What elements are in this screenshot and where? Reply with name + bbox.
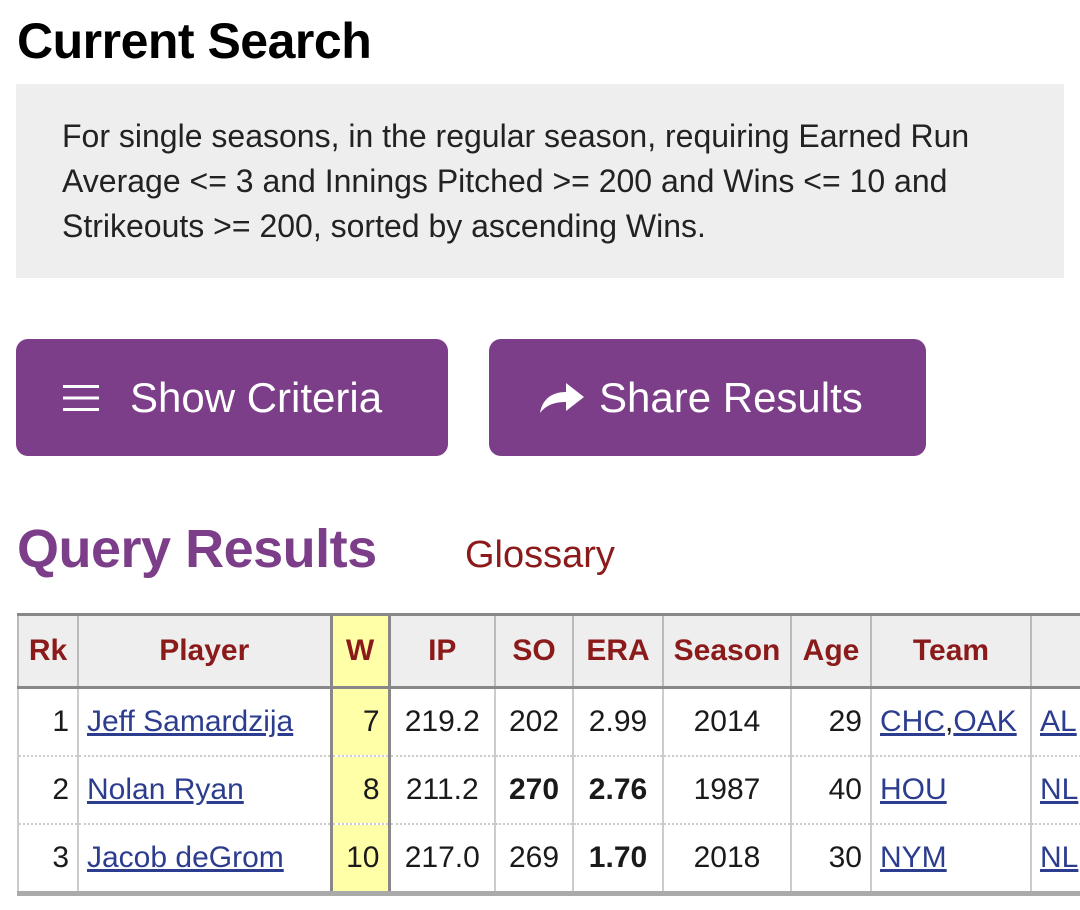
player-link[interactable]: Jeff Samardzija xyxy=(87,705,294,738)
glossary-link[interactable]: Glossary xyxy=(465,534,615,576)
cell-strikeouts: 269 xyxy=(494,824,574,896)
league-link[interactable]: NL xyxy=(1040,841,1079,874)
results-table: Rk Player W IP SO ERA Season Age Team 1 … xyxy=(17,613,1080,896)
column-header-team[interactable]: Team xyxy=(870,613,1032,689)
cell-season: 2014 xyxy=(662,687,792,757)
cell-league: NL xyxy=(1030,824,1080,896)
cell-league: NL xyxy=(1030,756,1080,825)
team-link[interactable]: OAK xyxy=(953,705,1017,738)
cell-strikeouts: 270 xyxy=(494,756,574,825)
cell-team: CHC,OAK xyxy=(870,687,1032,757)
column-header-age[interactable]: Age xyxy=(790,613,872,689)
column-header-so[interactable]: SO xyxy=(494,613,574,689)
table-header-row: Rk Player W IP SO ERA Season Age Team xyxy=(17,613,1080,689)
cell-innings: 217.0 xyxy=(388,824,496,896)
cell-player: Nolan Ryan xyxy=(77,756,332,825)
share-arrow-icon xyxy=(537,381,587,415)
criteria-summary-text: For single seasons, in the regular seaso… xyxy=(62,118,970,244)
column-header-player[interactable]: Player xyxy=(77,613,332,689)
team-link[interactable]: CHC xyxy=(880,705,945,738)
column-header-lg[interactable] xyxy=(1030,613,1080,689)
league-link[interactable]: NL xyxy=(1040,773,1079,806)
show-criteria-button[interactable]: Show Criteria xyxy=(16,339,448,456)
column-header-season[interactable]: Season xyxy=(662,613,792,689)
cell-age: 30 xyxy=(790,824,872,896)
cell-team: NYM xyxy=(870,824,1032,896)
show-criteria-label: Show Criteria xyxy=(130,373,383,421)
cell-innings: 211.2 xyxy=(388,756,496,825)
share-results-button[interactable]: Share Results xyxy=(489,339,926,456)
cell-player: Jeff Samardzija xyxy=(77,687,332,757)
column-header-w[interactable]: W xyxy=(329,613,391,689)
cell-age: 40 xyxy=(790,756,872,825)
cell-strikeouts: 202 xyxy=(494,687,574,757)
cell-player: Jacob deGrom xyxy=(77,824,332,896)
column-header-ip[interactable]: IP xyxy=(388,613,496,689)
cell-wins: 10 xyxy=(329,824,391,896)
cell-rank: 2 xyxy=(17,756,79,825)
player-link[interactable]: Nolan Ryan xyxy=(87,773,244,806)
table-row: 1 Jeff Samardzija 7 219.2 202 2.99 2014 … xyxy=(17,687,1080,757)
query-results-heading: Query Results xyxy=(17,519,377,579)
current-search-title: Current Search xyxy=(17,13,372,69)
league-link[interactable]: AL xyxy=(1040,705,1077,738)
cell-team: HOU xyxy=(870,756,1032,825)
cell-season: 1987 xyxy=(662,756,792,825)
team-separator: , xyxy=(945,705,954,738)
column-header-rk[interactable]: Rk xyxy=(17,613,79,689)
cell-era: 2.99 xyxy=(572,687,664,757)
cell-age: 29 xyxy=(790,687,872,757)
table-row: 3 Jacob deGrom 10 217.0 269 1.70 2018 30… xyxy=(17,824,1080,896)
cell-innings: 219.2 xyxy=(388,687,496,757)
team-link[interactable]: HOU xyxy=(880,773,947,806)
cell-rank: 3 xyxy=(17,824,79,896)
table-row: 2 Nolan Ryan 8 211.2 270 2.76 1987 40 HO… xyxy=(17,756,1080,825)
player-link[interactable]: Jacob deGrom xyxy=(87,841,284,874)
cell-league: AL xyxy=(1030,687,1080,757)
hamburger-menu-icon xyxy=(62,383,100,413)
share-results-label: Share Results xyxy=(599,373,863,421)
cell-rank: 1 xyxy=(17,687,79,757)
cell-season: 2018 xyxy=(662,824,792,896)
results-table-container[interactable]: Rk Player W IP SO ERA Season Age Team 1 … xyxy=(17,613,1080,910)
criteria-summary-box: For single seasons, in the regular seaso… xyxy=(16,84,1064,278)
column-header-era[interactable]: ERA xyxy=(572,613,664,689)
cell-era: 1.70 xyxy=(572,824,664,896)
team-link[interactable]: NYM xyxy=(880,841,947,874)
cell-wins: 7 xyxy=(329,687,391,757)
cell-wins: 8 xyxy=(329,756,391,825)
cell-era: 2.76 xyxy=(572,756,664,825)
